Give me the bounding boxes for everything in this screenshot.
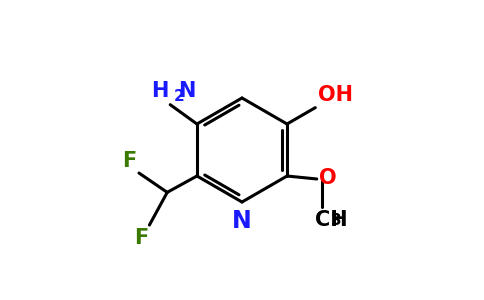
Text: 3: 3 bbox=[331, 213, 342, 228]
Text: N: N bbox=[178, 81, 196, 101]
Text: O: O bbox=[318, 168, 336, 188]
Text: N: N bbox=[232, 208, 252, 232]
Text: F: F bbox=[122, 151, 136, 171]
Text: F: F bbox=[134, 228, 148, 248]
Text: 2: 2 bbox=[174, 89, 185, 104]
Text: OH: OH bbox=[318, 85, 353, 105]
Text: H: H bbox=[151, 81, 169, 101]
Text: CH: CH bbox=[315, 210, 348, 230]
